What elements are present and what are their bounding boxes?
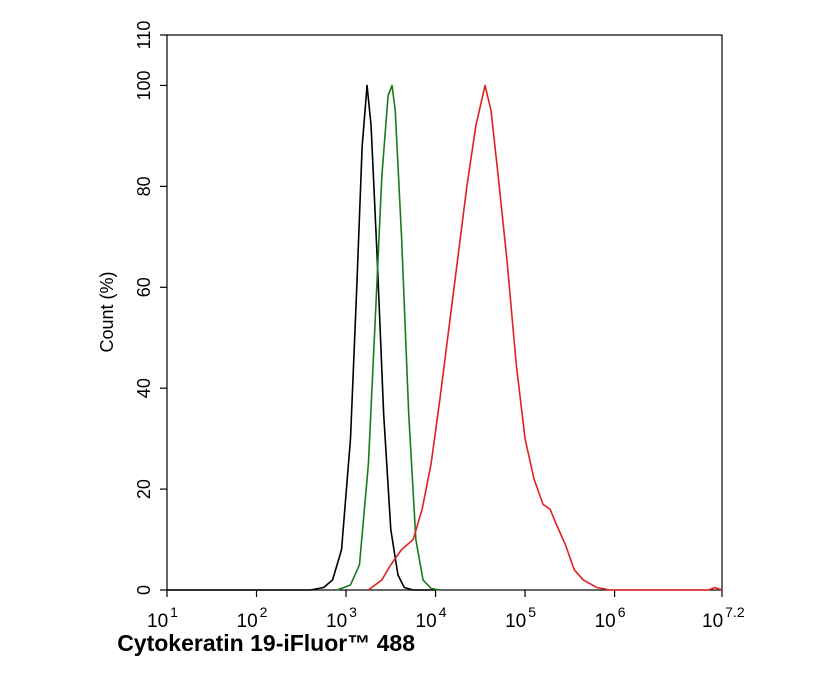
series-line [167,84,436,591]
x-tick-label: 10 6 [595,604,626,632]
y-tick-label: 60 [134,277,154,297]
y-tick-label: 80 [134,176,154,196]
y-axis-title: Count (%) [97,271,117,352]
y-tick-label: 20 [134,479,154,499]
x-tick-power: 7.2 [725,604,745,620]
x-tick-power: 2 [260,604,268,620]
y-tick-label: 100 [134,70,154,100]
series-line [336,84,441,591]
x-tick-label: 10 1 [147,604,178,632]
y-tick-label: 110 [134,21,154,50]
plot-frame [166,34,723,591]
x-tick-base: 10 [595,611,616,632]
x-tick-base: 10 [147,611,168,632]
x-tick-power: 1 [170,604,178,620]
x-tick-base: 10 [505,611,526,632]
y-tick-label: 40 [134,378,154,398]
x-tick-label: 10 3 [326,604,357,632]
y-tick-label: 0 [134,585,154,595]
x-tick-base: 10 [326,611,347,632]
x-tick-power: 3 [349,604,357,620]
series-line [367,84,723,591]
x-tick-label: 10 2 [237,604,268,632]
x-tick-base: 10 [702,611,723,632]
x-tick-label: 10 5 [505,604,536,632]
x-tick-base: 10 [237,611,258,632]
x-tick-power: 4 [439,604,447,620]
x-tick-label: 10 4 [416,604,447,632]
x-tick-power: 5 [528,604,536,620]
x-tick-power: 6 [618,604,626,620]
x-axis-title: Cytokeratin 19-iFluor™ 488 [117,630,415,656]
x-tick-label: 10 7.2 [702,604,745,632]
x-tick-base: 10 [416,611,437,632]
